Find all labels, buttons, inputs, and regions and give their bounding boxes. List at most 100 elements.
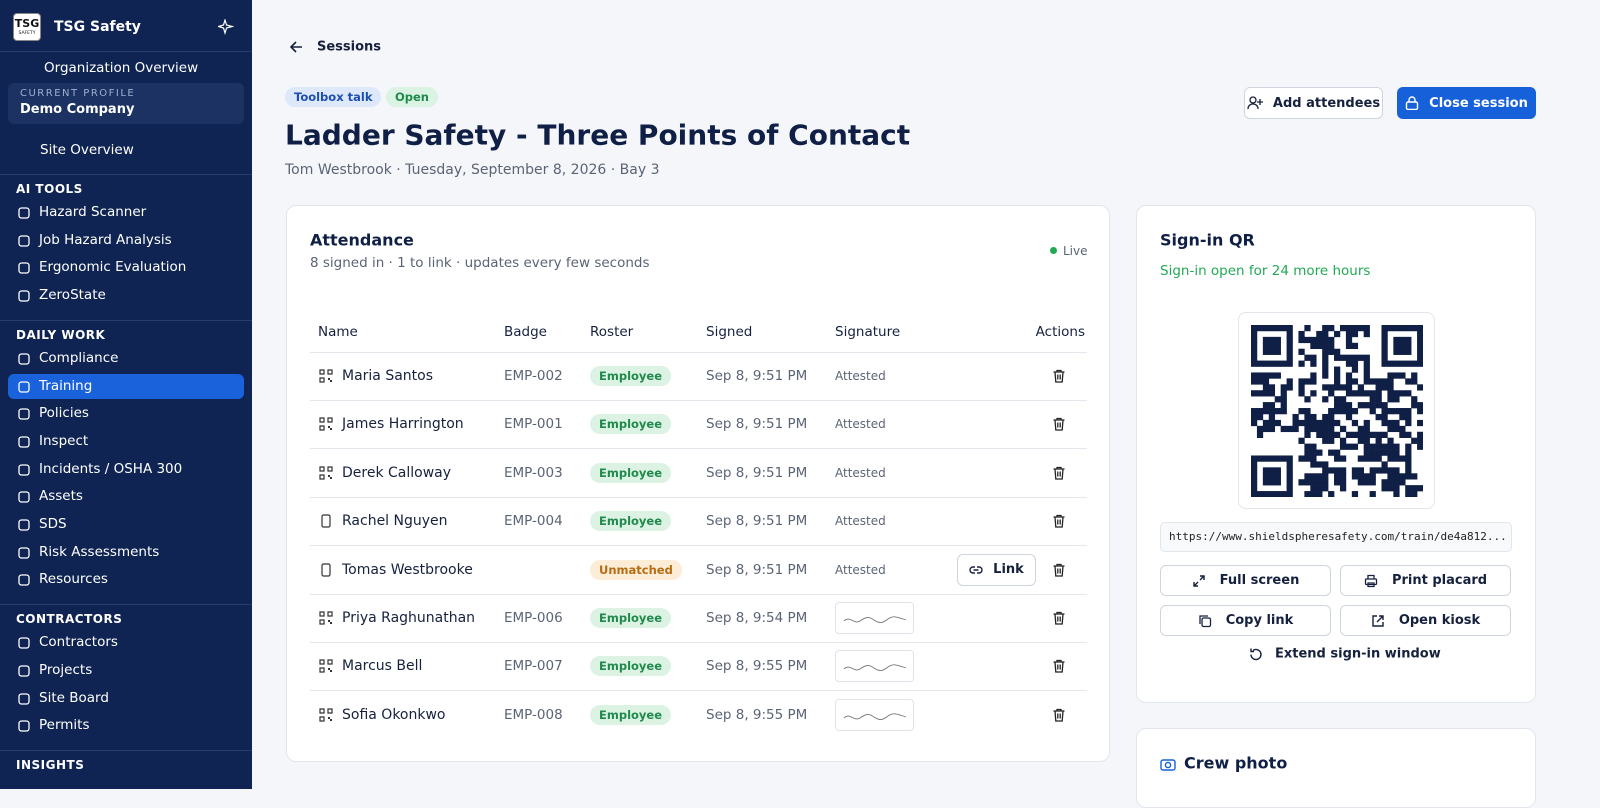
logo: TSG SAFETY: [13, 13, 41, 41]
nav-label: Risk Assessments: [39, 543, 160, 560]
attendance-card: Attendance 8 signed in · 1 to link · upd…: [286, 205, 1110, 762]
divider: [310, 690, 1087, 692]
delete-button[interactable]: [1052, 417, 1066, 432]
icon: [18, 637, 30, 649]
profile-box[interactable]: CURRENT PROFILE Demo Company: [8, 83, 244, 124]
signin-button[interactable]: Print placard: [1340, 565, 1511, 596]
nav-label: Hazard Scanner: [39, 204, 147, 220]
nav-item[interactable]: Hazard Scanner: [8, 200, 244, 226]
nav-item[interactable]: Permits: [8, 713, 244, 739]
icon: [18, 353, 30, 365]
nav-label: Permits: [39, 717, 90, 734]
close-session-button[interactable]: Close session: [1397, 87, 1536, 119]
signin-button[interactable]: Open kiosk: [1340, 605, 1511, 636]
logo-sub: SAFETY: [18, 31, 36, 36]
column-header: Actions: [1035, 324, 1085, 340]
nav-item[interactable]: Risk Assessments: [8, 540, 244, 566]
nav-label: SDS: [39, 516, 67, 532]
icon: [319, 611, 333, 625]
signed-time: Sep 8, 9:55 PM: [706, 706, 808, 723]
sparkle-icon[interactable]: [218, 19, 234, 35]
nav-item[interactable]: Inspect: [8, 429, 244, 455]
icon: [319, 659, 333, 673]
icon: [319, 466, 333, 480]
divider: [0, 174, 252, 175]
roster-pill: Employee: [590, 608, 672, 628]
qr-frame: [1238, 312, 1435, 509]
nav-item[interactable]: Site Overview: [40, 142, 134, 158]
icon: [18, 720, 30, 732]
sidebar: TSG SAFETY TSG Safety Organization Overv…: [0, 0, 252, 789]
add-attendees-button[interactable]: Add attendees: [1244, 87, 1383, 119]
nav-item[interactable]: Incidents / OSHA 300: [8, 457, 244, 483]
icon: [18, 436, 30, 448]
nav-label: Training: [39, 377, 93, 394]
nav-item[interactable]: Assets: [8, 484, 244, 510]
signin-url[interactable]: https://www.shieldspheresafety.com/train…: [1160, 522, 1512, 552]
divider: [310, 400, 1087, 401]
divider: [310, 593, 1087, 595]
back-arrow[interactable]: [289, 40, 303, 54]
delete-button[interactable]: [1052, 466, 1066, 480]
nav-item[interactable]: Site Board: [8, 686, 244, 712]
delete-button[interactable]: [1052, 563, 1066, 577]
profile-name: Demo Company: [20, 102, 135, 117]
nav-item[interactable]: Policies: [8, 401, 244, 427]
delete-button[interactable]: [1052, 369, 1066, 383]
icon: [321, 562, 331, 577]
nav-item[interactable]: SDS: [8, 512, 244, 538]
card-title: Sign-in QR: [1160, 230, 1255, 250]
signin-button[interactable]: Copy link: [1160, 605, 1331, 636]
attendee-name: Rachel Nguyen: [342, 513, 448, 530]
nav-item[interactable]: Projects: [8, 658, 244, 684]
attendance-row: Rachel Nguyen EMP-004 Employee Sep 8, 9:51 …: [310, 497, 1087, 547]
section-title: AI TOOLS: [16, 182, 83, 196]
delete-button[interactable]: [1052, 514, 1066, 528]
nav-item[interactable]: Ergonomic Evaluation: [8, 255, 244, 281]
divider: [310, 545, 1087, 547]
button-label: Close session: [1429, 95, 1528, 111]
icon: [1192, 574, 1205, 587]
nav-label: Contractors: [39, 634, 118, 651]
icon: [18, 463, 30, 476]
nav-item[interactable]: Job Hazard Analysis: [8, 228, 244, 254]
roster-pill: Employee: [590, 704, 672, 725]
button-label: Link: [993, 562, 1024, 578]
attendee-name: Priya Raghunathan: [342, 610, 476, 626]
signature: Attested: [835, 417, 886, 432]
nav-item[interactable]: Contractors: [8, 630, 244, 656]
button-label: Extend sign-in window: [1275, 646, 1441, 662]
icon: [18, 547, 30, 559]
attendee-name: Maria Santos: [342, 368, 434, 384]
card-title: Attendance: [310, 230, 414, 250]
back-link[interactable]: Sessions: [317, 39, 382, 55]
link-button[interactable]: Link: [957, 553, 1036, 586]
delete-button[interactable]: [1052, 659, 1066, 674]
attendance-row: Derek Calloway EMP-003 Employee Sep 8, 9:51…: [310, 449, 1087, 498]
badge: EMP-003: [504, 464, 563, 481]
divider: [310, 352, 1087, 353]
qr-code: [1251, 325, 1423, 497]
badge: EMP-001: [504, 416, 563, 433]
nav-item[interactable]: ZeroState: [8, 283, 244, 309]
nav-label: Job Hazard Analysis: [39, 231, 172, 248]
icon: [18, 491, 30, 503]
signed-time: Sep 8, 9:51 PM: [706, 416, 808, 433]
signature-image: [835, 602, 914, 634]
icon: [321, 514, 331, 528]
nav-item[interactable]: Resources: [8, 567, 244, 593]
nav-item[interactable]: Compliance: [8, 346, 244, 372]
column-header: Name: [318, 324, 358, 340]
attendance-row: Priya Raghunathan EMP-006 Employee Sep 8, 9…: [310, 594, 1087, 643]
extend-button[interactable]: Extend sign-in window: [1249, 647, 1441, 662]
nav-item[interactable]: Training: [8, 373, 244, 399]
signature-image: [835, 698, 914, 731]
roster-pill: Employee: [590, 366, 672, 386]
delete-button[interactable]: [1052, 611, 1066, 625]
signin-button[interactable]: Full screen: [1160, 565, 1331, 596]
icon: [319, 708, 333, 722]
nav-item[interactable]: Organization Overview: [44, 60, 199, 76]
signin-status: Sign-in open for 24 more hours: [1160, 263, 1371, 279]
delete-button[interactable]: [1052, 708, 1066, 722]
badge: EMP-002: [504, 368, 563, 384]
